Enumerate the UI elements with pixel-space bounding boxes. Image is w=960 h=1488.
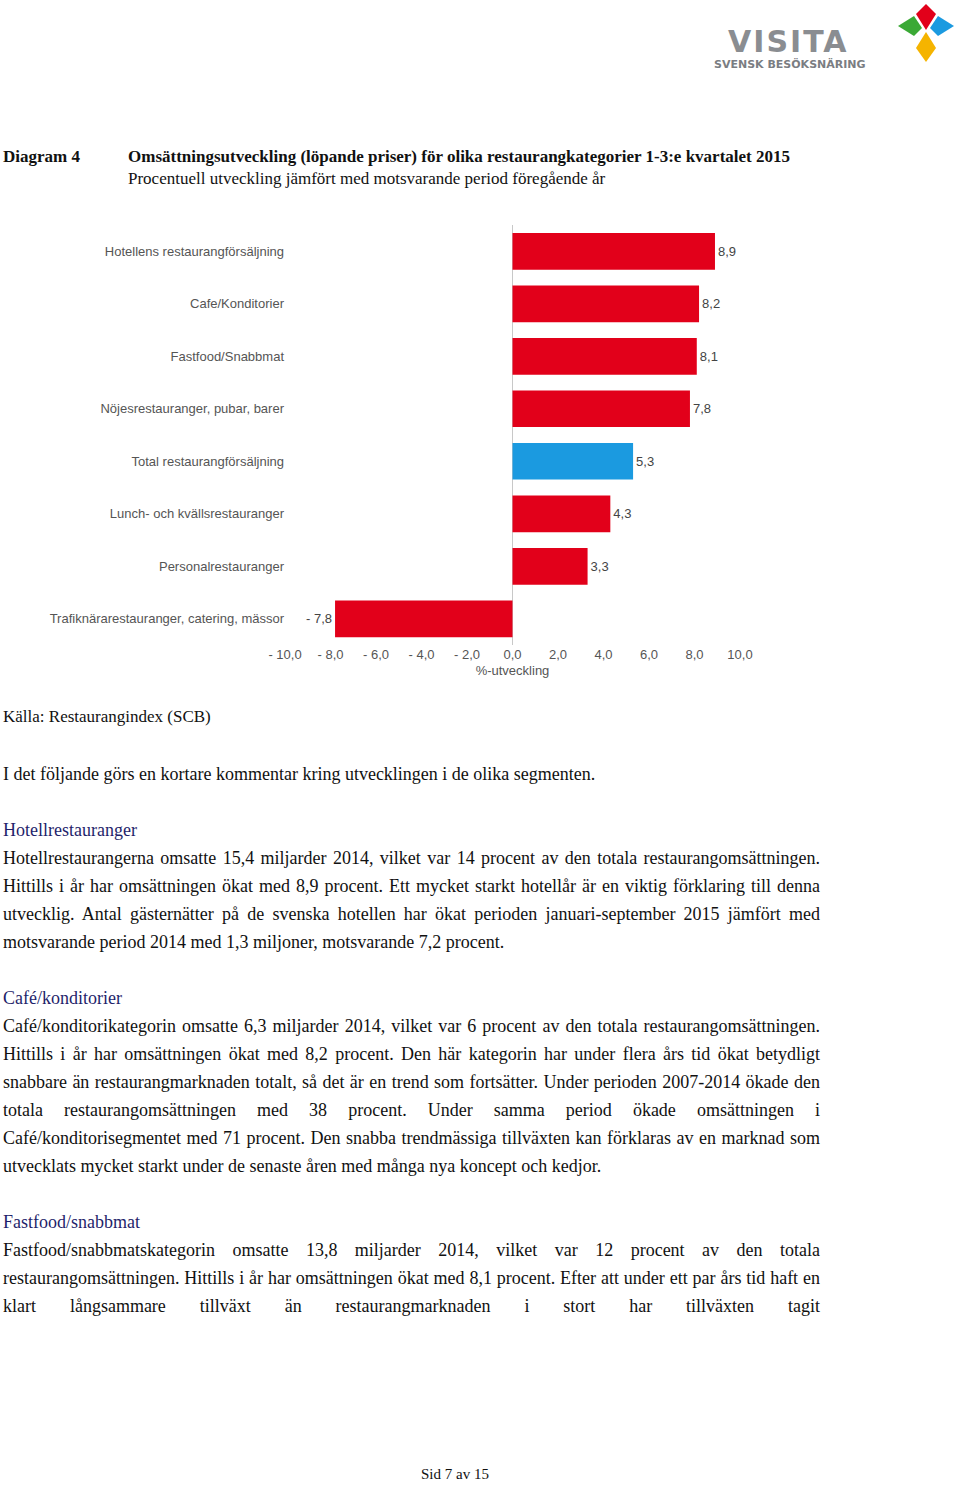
html-text:Café/konditorier: Café/konditorier bbox=[3, 988, 122, 1008]
svg-text:- 4,0: - 4,0 bbox=[408, 647, 434, 662]
svg-text:Fastfood/Snabbmat: Fastfood/Snabbmat bbox=[171, 349, 285, 364]
svg-text:8,9: 8,9 bbox=[718, 244, 736, 259]
svg-text:- 10,0: - 10,0 bbox=[268, 647, 301, 662]
svg-text:Lunch- och kvällsrestauranger: Lunch- och kvällsrestauranger bbox=[110, 506, 285, 521]
svg-text:Personalrestauranger: Personalrestauranger bbox=[159, 559, 285, 574]
html-text:Sid 7 av 15: Sid 7 av 15 bbox=[421, 1466, 489, 1482]
html-text:Hotellrestaurangerna omsatte 1: Hotellrestaurangerna omsatte 15,4 miljar… bbox=[3, 848, 820, 952]
svg-text:SVENSK BESÖKSNÄRING: SVENSK BESÖKSNÄRING bbox=[714, 57, 866, 71]
svg-text:3,3: 3,3 bbox=[591, 559, 609, 574]
svg-text:Hotellens restaurangförsäljnin: Hotellens restaurangförsäljning bbox=[105, 244, 284, 259]
svg-text:VISITA: VISITA bbox=[728, 24, 849, 59]
svg-text:4,3: 4,3 bbox=[613, 506, 631, 521]
html-text:Fastfood/snabbmat: Fastfood/snabbmat bbox=[3, 1212, 140, 1232]
html-text:Källa: Restaurangindex (SCB): Källa: Restaurangindex (SCB) bbox=[3, 707, 211, 726]
svg-text:2,0: 2,0 bbox=[549, 647, 567, 662]
svg-text:8,0: 8,0 bbox=[685, 647, 703, 662]
svg-text:- 8,0: - 8,0 bbox=[317, 647, 343, 662]
svg-text:0,0: 0,0 bbox=[503, 647, 521, 662]
svg-text:%-utveckling: %-utveckling bbox=[476, 663, 550, 678]
svg-text:8,2: 8,2 bbox=[702, 296, 720, 311]
svg-text:7,8: 7,8 bbox=[693, 401, 711, 416]
html-text:I det följande görs en kortare: I det följande görs en kortare kommentar… bbox=[3, 764, 596, 784]
svg-text:Trafiknärarestauranger, cateri: Trafiknärarestauranger, catering, mässor bbox=[50, 611, 285, 626]
svg-text:- 7,8: - 7,8 bbox=[306, 611, 332, 626]
svg-text:Total restaurangförsäljning: Total restaurangförsäljning bbox=[132, 454, 284, 469]
html-text:Hotellrestauranger: Hotellrestauranger bbox=[3, 820, 137, 840]
svg-text:- 6,0: - 6,0 bbox=[363, 647, 389, 662]
svg-text:8,1: 8,1 bbox=[700, 349, 718, 364]
svg-text:- 2,0: - 2,0 bbox=[454, 647, 480, 662]
svg-text:10,0: 10,0 bbox=[727, 647, 752, 662]
svg-text:5,3: 5,3 bbox=[636, 454, 654, 469]
html-text:Omsättningsutveckling (löpande: Omsättningsutveckling (löpande priser) f… bbox=[128, 147, 790, 166]
html-text:Fastfood/snabbmatskategorin om: Fastfood/snabbmatskategorin omsatte 13,8… bbox=[3, 1240, 820, 1316]
svg-text:6,0: 6,0 bbox=[640, 647, 658, 662]
svg-text:Cafe/Konditorier: Cafe/Konditorier bbox=[190, 296, 285, 311]
svg-text:4,0: 4,0 bbox=[594, 647, 612, 662]
html-text:Diagram 4: Diagram 4 bbox=[3, 147, 80, 166]
svg-text:Nöjesrestauranger, pubar, bare: Nöjesrestauranger, pubar, barer bbox=[100, 401, 284, 416]
html-text:Café/konditorikategorin omsatt: Café/konditorikategorin omsatte 6,3 milj… bbox=[3, 1016, 820, 1176]
html-text:Procentuell utveckling jämfört: Procentuell utveckling jämfört med motsv… bbox=[128, 169, 606, 188]
